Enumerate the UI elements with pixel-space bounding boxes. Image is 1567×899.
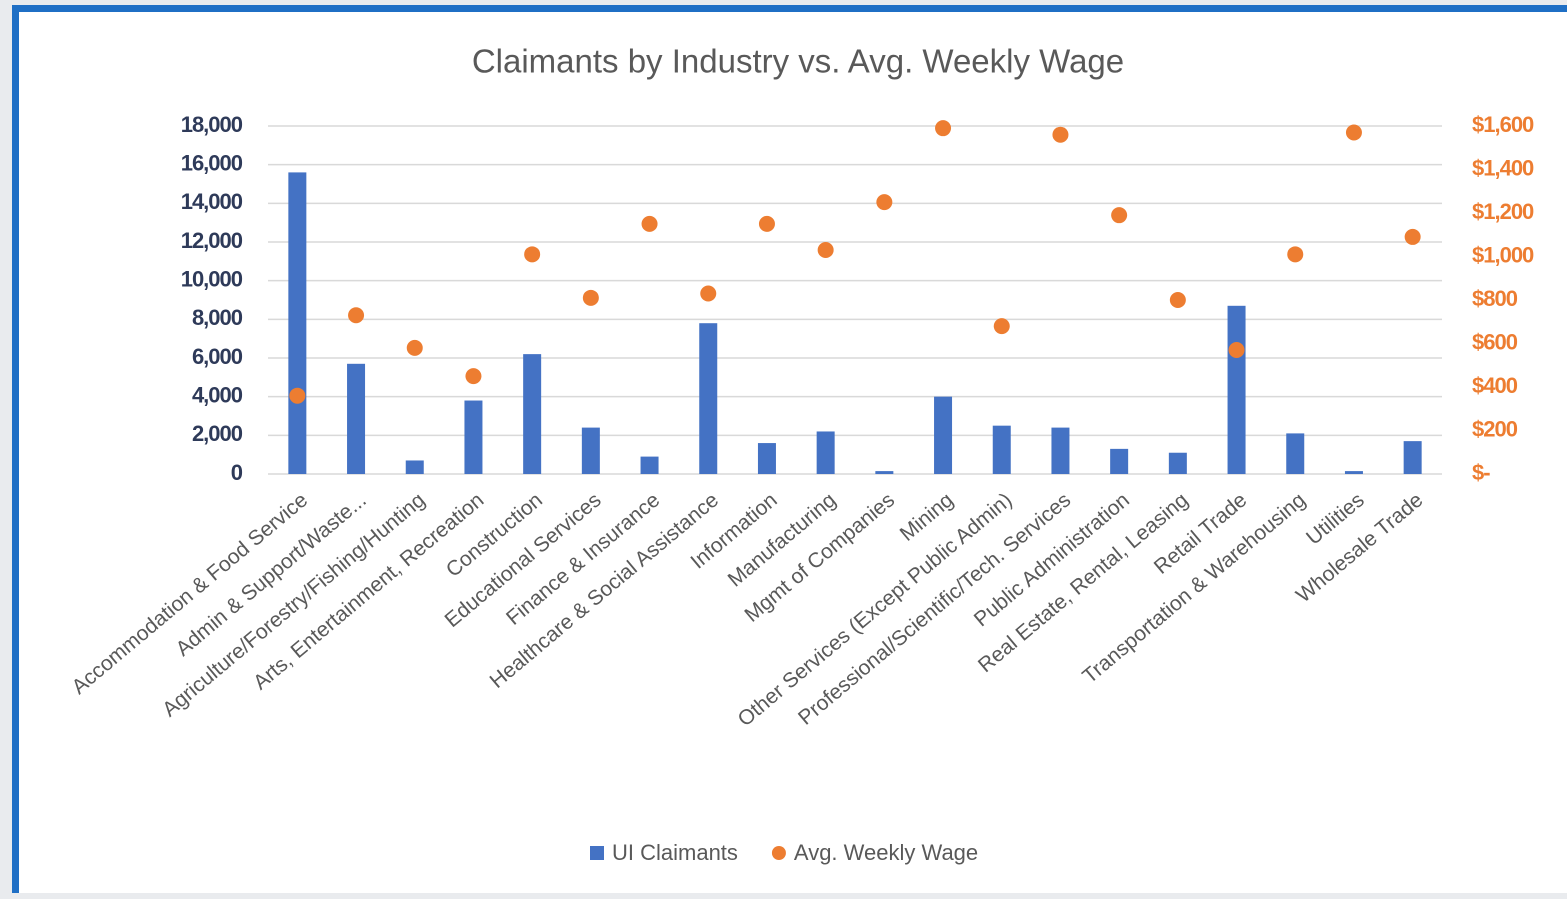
legend-marker [771,846,786,860]
wage-dot [1111,207,1128,224]
wage-dot [289,387,306,404]
y-tick-label: 16,000 [181,150,243,175]
wage-dot [348,307,365,324]
legend-label: Avg. Weekly Wage [794,840,978,865]
bar [757,443,776,474]
bar [816,431,835,474]
wage-dot [1169,292,1186,308]
y-tick-label: 2,000 [192,421,243,446]
bar [581,427,600,474]
bar [523,354,542,474]
bar [1344,471,1363,474]
bar [288,172,307,474]
bar [1403,441,1422,474]
bar [347,363,366,474]
y-tick-label: 18,000 [181,112,243,137]
y-tick-label: 8,000 [192,305,243,330]
y-tick-label: 14,000 [181,189,243,214]
wage-dot [1287,246,1304,263]
y-tick-label: 10,000 [181,266,243,291]
bar [1168,452,1187,474]
y-tick-label: 6,000 [192,344,243,369]
legend-marker [590,846,604,860]
bar [1051,427,1070,474]
wage-dot [1228,342,1245,359]
bar [934,396,953,474]
bar [992,425,1011,474]
y2-tick-label: $200 [1472,416,1518,441]
wage-dot [817,241,834,258]
bar [640,456,659,474]
wage-dot [993,318,1010,335]
wage-dot [758,215,775,232]
wage-dot [876,194,893,211]
bar [1227,305,1246,474]
wage-dot [465,368,482,385]
wage-dot [641,215,658,232]
bar [699,323,718,474]
wage-dot [582,289,599,306]
chart-title: Claimants by Industry vs. Avg. Weekly Wa… [472,43,1124,80]
y2-tick-label: $1,400 [1472,155,1534,180]
y-tick-label: 4,000 [192,382,243,407]
wage-dot [700,285,717,302]
y2-tick-label: $600 [1472,329,1518,354]
y2-tick-label: $1,000 [1472,242,1534,267]
wage-dot [1404,228,1421,245]
wage-dot [1052,126,1069,143]
legend-label: UI Claimants [612,840,738,865]
wage-dot [406,339,423,356]
y2-tick-label: $400 [1472,373,1518,398]
bar [1110,448,1129,474]
bar [875,471,894,474]
y2-tick-label: $- [1472,460,1490,485]
wage-dot [1345,124,1362,141]
chart-area [19,12,1567,893]
y2-tick-label: $800 [1472,286,1518,311]
bar [405,460,424,474]
wage-dot [935,120,952,137]
y2-tick-label: $1,600 [1472,112,1534,137]
y2-tick-label: $1,200 [1472,199,1534,224]
y-tick-label: 12,000 [181,228,243,253]
y-tick-label: 0 [231,460,243,485]
bar [464,400,483,474]
bar [1286,433,1305,474]
wage-dot [524,246,541,263]
